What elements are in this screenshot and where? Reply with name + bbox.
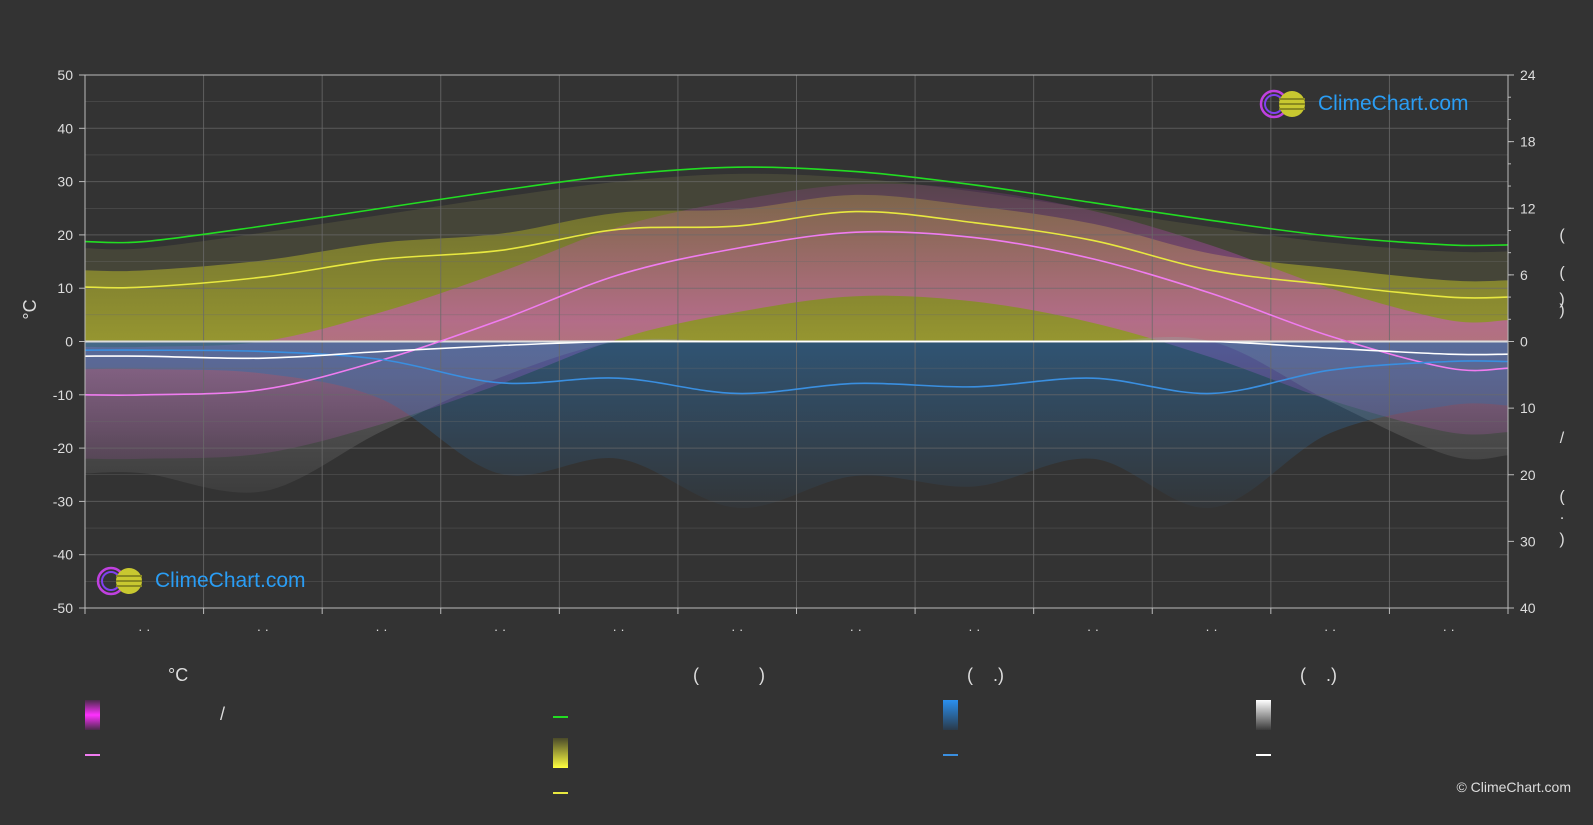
legend-sunshine-range-swatch — [553, 738, 568, 768]
y-left-tick-label: 40 — [57, 120, 73, 136]
y-right-tick-label: 24 — [1520, 67, 1536, 83]
y-left-axis-label: °C — [20, 299, 40, 319]
legend-snow-range-swatch — [1256, 700, 1271, 730]
legend-temp-range-swatch — [85, 700, 100, 730]
x-tick-label: · · — [731, 622, 743, 637]
y-left-tick-label: -20 — [53, 440, 73, 456]
legend-temp-slash: / — [220, 704, 226, 724]
x-tick-label: · · — [1324, 622, 1336, 637]
copyright: © ClimeChart.com — [1456, 779, 1571, 795]
y-left-tick-label: 20 — [57, 227, 73, 243]
logo-text: ClimeChart.com — [155, 569, 306, 592]
y-right-tick-label: 12 — [1520, 200, 1536, 216]
y-right-tick-label: 18 — [1520, 134, 1536, 150]
x-tick-label: · · — [1205, 622, 1217, 637]
legend-daylight-swatch — [553, 716, 568, 718]
y-right-axis-label-glyph: ( — [1559, 227, 1565, 244]
y-right-axis-label-glyph: ( — [1559, 265, 1565, 282]
y-right-tick-label: 0 — [1520, 334, 1528, 350]
daylight-line — [84, 166, 1509, 247]
legend-temp-mean-swatch — [85, 754, 100, 756]
x-tick-label: · · — [612, 622, 624, 637]
y-right-axis-label-glyph: ) — [1559, 531, 1564, 548]
y-right-axis-label-glyph: · — [1559, 510, 1564, 527]
y-left-tick-label: 30 — [57, 174, 73, 190]
x-tick-label: · · — [375, 622, 387, 637]
y-right-tick-label: 10 — [1520, 400, 1536, 416]
y-right-tick-label: 20 — [1520, 467, 1536, 483]
sunshine-line — [84, 210, 1509, 299]
x-tick-label: · · — [1087, 622, 1099, 637]
y-right-tick-label: 30 — [1520, 533, 1536, 549]
x-tick-label: · · — [850, 622, 862, 637]
x-tick-label: · · — [968, 622, 980, 637]
legend-rain-header: ( .) — [967, 665, 1004, 685]
x-tick-label: · · — [138, 622, 150, 637]
y-left-tick-label: -40 — [53, 547, 73, 563]
legend-snow-header: ( .) — [1300, 665, 1337, 685]
x-tick-label: · · — [494, 622, 506, 637]
y-right-axis-label-glyph: ( — [1559, 488, 1565, 505]
legend-rain-mean-swatch — [943, 754, 958, 756]
legend-snow-mean-swatch — [1256, 754, 1271, 756]
logo-bottom[interactable]: ClimeChart.com — [95, 565, 306, 597]
y-left-tick-label: 10 — [57, 280, 73, 296]
precipitation-line — [84, 349, 1509, 395]
y-left-tick-label: 0 — [65, 334, 73, 350]
legend-rain-range-swatch — [943, 700, 958, 730]
temp_max-line — [84, 230, 1509, 396]
legend-sun-header: ( ) — [693, 665, 765, 685]
y-right-axis-label-glyph: ) — [1559, 302, 1564, 319]
logo-icon — [1259, 89, 1305, 119]
legend-sunshine-mean-swatch — [553, 792, 568, 794]
y-left-tick-label: -50 — [53, 600, 73, 616]
climate-chart: 50 40 30 20 10 0 -10 -20 -30 -40 -50 °C 24 18 12 6 0 10 20… — [20, 67, 1565, 637]
y-right-axis-label-glyph: ) — [1559, 291, 1564, 308]
y-right-tick-label: 40 — [1520, 600, 1536, 616]
logo-text: ClimeChart.com — [1318, 92, 1469, 115]
x-tick-label: · · — [257, 622, 269, 637]
snow-line — [84, 340, 1509, 360]
y-left-tick-label: -30 — [53, 493, 73, 509]
y-left-tick-label: -10 — [53, 387, 73, 403]
y-right-axis-label-glyph: / — [1560, 430, 1565, 447]
x-tick-label: · · — [1443, 622, 1455, 637]
y-left-tick-label: 50 — [57, 67, 73, 83]
logo-top[interactable]: ClimeChart.com — [1258, 88, 1469, 120]
logo-icon — [96, 566, 142, 596]
legend-temp-header: °C — [168, 665, 189, 685]
y-right-tick-label: 6 — [1520, 267, 1528, 283]
